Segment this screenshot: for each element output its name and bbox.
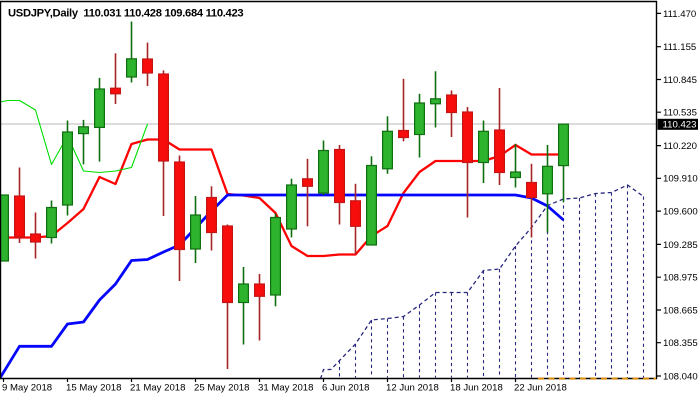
svg-text:15 May 2018: 15 May 2018 xyxy=(66,383,121,394)
svg-text:111.470: 111.470 xyxy=(663,9,696,20)
svg-text:18 Jun 2018: 18 Jun 2018 xyxy=(450,383,503,394)
svg-text:111.155: 111.155 xyxy=(663,42,696,53)
svg-text:25 May 2018: 25 May 2018 xyxy=(194,383,249,394)
svg-text:108.975: 108.975 xyxy=(663,273,698,284)
svg-text:22 Jun 2018: 22 Jun 2018 xyxy=(514,383,567,394)
svg-text:9 May 2018: 9 May 2018 xyxy=(2,383,52,394)
svg-text:110.535: 110.535 xyxy=(663,108,697,119)
svg-text:109.600: 109.600 xyxy=(663,207,698,218)
svg-text:109.285: 109.285 xyxy=(663,240,698,251)
svg-text:108.665: 108.665 xyxy=(663,305,698,316)
svg-text:110.220: 110.220 xyxy=(663,141,697,152)
svg-text:USDJPY,Daily 110.031 110.428: USDJPY,Daily 110.031 110.428 109.684 110… xyxy=(8,8,243,20)
svg-text:109.910: 109.910 xyxy=(663,174,698,185)
svg-text:108.355: 108.355 xyxy=(663,338,698,349)
svg-text:110.423: 110.423 xyxy=(663,120,697,131)
svg-text:31 May 2018: 31 May 2018 xyxy=(258,383,313,394)
svg-text:108.040: 108.040 xyxy=(663,371,698,382)
svg-text:21 May 2018: 21 May 2018 xyxy=(130,383,185,394)
svg-text:12 Jun 2018: 12 Jun 2018 xyxy=(386,383,439,394)
svg-text:6 Jun 2018: 6 Jun 2018 xyxy=(322,383,369,394)
svg-text:110.845: 110.845 xyxy=(663,75,697,86)
